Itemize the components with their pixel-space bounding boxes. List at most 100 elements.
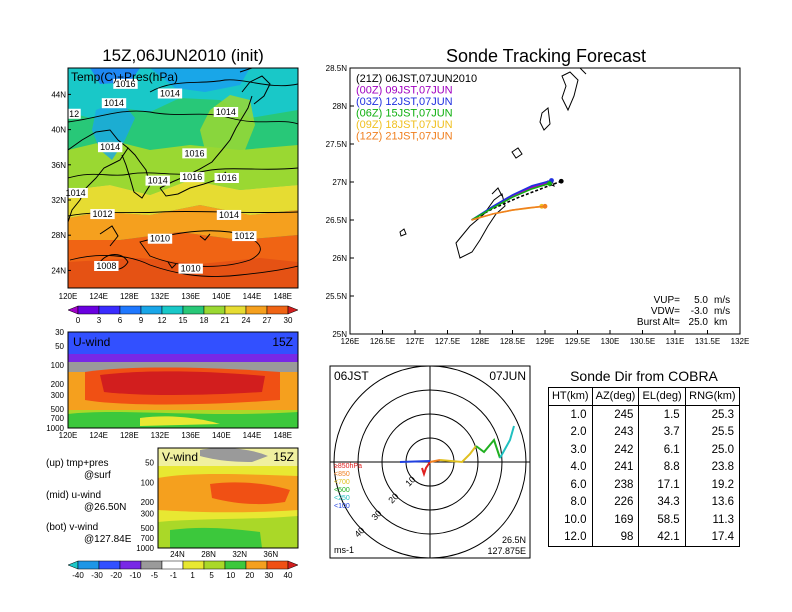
track-lon-tick: 132E [731,337,750,346]
isobar-label: 1014 [100,142,120,152]
isobar-contours [68,79,298,278]
temp-colorbar-label: 12 [158,316,167,325]
temp-colorbar-cell [140,305,163,315]
wind-colorbar-label: 1 [190,571,195,580]
uwind-lon-tick: 128E [120,431,139,440]
track-lon-tick: 127.5E [435,337,460,346]
track-endpoint [542,203,548,209]
wind-colorbar-label: -5 [151,571,159,580]
track-legend-entry: (00Z) 09JST,07JUN [356,85,453,97]
sonde-table-row: 10.0 169 58.5 11.3 [548,511,741,529]
isobar-label-bg [178,263,203,274]
track-lat-tick: 26.5N [326,216,348,225]
map-lat-tick: 28N [51,231,66,240]
track-legend-entry: (21Z) 06JST,07JUN2010 [356,73,477,85]
map-lon-tick: 140E [212,292,231,301]
vwind-lat-ticks: 24N 28N 32N 36N [170,550,278,559]
uwind-time: 15Z [272,335,293,349]
note-sub: @127.84E [84,534,132,545]
uwind-lon-tick: 124E [89,431,108,440]
uwind-lon-tick: 140E [212,431,231,440]
sonde-dir-panel: Sonde Dir from COBRA HT(km) AZ(deg) EL(deg… [548,368,741,547]
track-lon-tick: 129E [536,337,555,346]
wind-colorbar-cell [224,560,247,570]
isobar-label: 1012 [92,209,112,219]
track-legend-entry: (06Z) 15JST,07JUN [356,108,453,120]
isobar-label-bg [216,209,242,220]
wind-colorbar-cell [98,560,121,570]
wind-colorbar-cell [140,560,163,570]
sonde-table-header: RNG(km) [684,387,741,406]
wind-colorbar-label: 5 [209,571,214,580]
sonde-table-row: 2.0 243 3.7 25.5 [548,423,741,441]
temp-colorbar-cell [245,305,268,315]
vwind-time: 15Z [273,450,294,464]
temp-colorbar-cell [266,305,289,315]
note-sub: @26.50N [84,502,126,513]
isobar-label: 1014 [66,188,86,198]
isobar-label-bg [90,209,115,220]
sonde-table-row: 3.0 242 6.1 25.0 [548,441,741,459]
isobar-label-bg [214,173,239,183]
isobar-label-bg [157,88,183,99]
wind-colorbar: -40 -30 -20 -10 -5 -1 1 5 10 20 30 40 [67,560,299,580]
sonde-table-cell: 242 [591,441,640,459]
track-lat-tick: 27N [332,178,347,187]
sonde-table-cell: 23.8 [684,458,741,476]
uwind-level-tick: 700 [51,414,65,423]
map-lat-tick: 36N [51,161,66,170]
track-lon-tick: 127E [406,337,425,346]
temp-colorbar-cell [182,305,205,315]
sonde-table-cell: 42.1 [638,528,686,547]
wind-colorbar-label: -1 [170,571,178,580]
temp-colorbar-label: 3 [97,316,102,325]
isobar-label-bg [180,172,205,183]
note-head: (bot) v-wind [46,522,98,533]
track-param-label: VUP= [654,295,681,306]
map-lon-tick: 124E [89,292,108,301]
map-lat-tick: 24N [51,266,66,275]
sonde-table-cell: 17.1 [638,476,686,494]
track-endpoint [558,178,564,184]
note-sub: @surf [84,470,111,481]
uwind-level-tick: 50 [55,342,64,351]
temp-colorbar-cell [287,305,299,315]
track-lat-tick: 25N [332,330,347,339]
hodograph-level-entry: ≥850hPa [334,463,362,470]
sonde-table-cell: 25.3 [684,405,741,424]
hodograph-lat: 26.5N [502,535,526,545]
sonde-table-cell: 17.4 [684,528,741,547]
track-param-value: 5.0 [694,295,708,306]
map-lon-tick: 128E [120,292,139,301]
uwind-field [68,332,298,428]
vwind-level-tick: 100 [141,478,155,487]
tracking-lon-ticks: 126E 126.5E 127E 127.5E 128E 128.5E 129E 129.5E… [341,330,750,346]
map-lat-tick: 32N [51,196,66,205]
uwind-label: U-wind [73,335,110,349]
vwind-level-tick: 200 [141,498,155,507]
map-lat-tick: 44N [51,90,66,99]
sonde-table-cell: 245 [591,405,640,424]
track-lon-tick: 130.5E [630,337,655,346]
temp-colorbar-cell [161,305,184,315]
temp-colorbar-label: 6 [118,316,123,325]
temp-colorbar-label: 27 [263,316,272,325]
wind-colorbar-label: -10 [129,571,141,580]
temp-colorbar-cell [224,305,247,315]
map-lon-tick: 148E [273,292,292,301]
sonde-table-cell: 34.3 [638,493,686,511]
track-lat-tick: 25.5N [326,292,348,301]
sonde-table-row: 1.0 245 1.5 25.3 [548,405,741,424]
sonde-table-cell: 226 [591,493,640,511]
temperature-colorbar: 0 3 6 9 12 15 18 21 24 27 30 [67,305,299,325]
uwind-level-tick: 300 [51,391,65,400]
isobar-labels: 1016 1014 1014 1014 12 1014 1016 1014 1016 1016 10… [63,78,257,274]
sonde-table-cell: 1.0 [548,405,593,424]
temp-colorbar-cell [98,305,121,315]
isobar-label: 1014 [216,107,236,117]
isobar-label: 1016 [184,148,204,158]
temp-colorbar-cell [67,305,79,315]
isobar-label-bg [232,231,257,242]
isobar-label: 1014 [160,89,180,99]
